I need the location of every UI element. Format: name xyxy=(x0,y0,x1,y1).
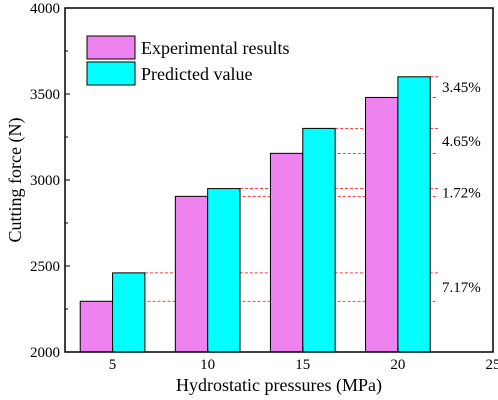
y-tick-label: 3000 xyxy=(30,173,60,189)
x-tick-label: 10 xyxy=(200,357,215,373)
bar-experimental-20 xyxy=(365,96,399,353)
x-axis: 5 10 15 20 25 xyxy=(109,347,498,373)
y-axis: 2000 2500 3000 3500 4000 xyxy=(30,1,70,361)
y-tick-label: 2000 xyxy=(30,345,60,361)
x-tick-label: 15 xyxy=(295,357,310,373)
bar-predicted-5 xyxy=(112,272,146,353)
bar-predicted-20 xyxy=(397,76,431,353)
legend-swatch-predicted xyxy=(86,61,136,86)
y-tick-label: 3500 xyxy=(30,87,60,103)
x-tick-label: 5 xyxy=(109,357,117,373)
bar-experimental-10 xyxy=(174,195,209,353)
legend-label-experimental: Experimental results xyxy=(141,38,289,58)
y-axis-title: Cutting force (N) xyxy=(5,118,26,243)
bar-experimental-5 xyxy=(79,300,114,353)
bar-experimental-15 xyxy=(269,152,304,353)
x-axis-title: Hydrostatic pressures (MPa) xyxy=(176,375,382,396)
annotation-15: 4.65% xyxy=(442,134,481,150)
y-tick-label: 4000 xyxy=(30,1,60,17)
x-tick-label: 25 xyxy=(486,357,498,373)
difference-annotations: 7.17% 1.72% 4.65% 3.45% xyxy=(442,80,481,296)
bar-predicted-15 xyxy=(302,127,336,353)
annotation-20: 3.45% xyxy=(442,80,481,96)
legend: Experimental results Predicted value xyxy=(86,35,289,86)
annotation-5: 7.17% xyxy=(442,280,481,296)
x-tick-label: 20 xyxy=(390,357,405,373)
legend-swatch-experimental xyxy=(86,35,136,60)
bar-predicted-10 xyxy=(207,188,241,353)
bars xyxy=(79,76,431,353)
legend-label-predicted: Predicted value xyxy=(141,64,252,84)
y-tick-label: 2500 xyxy=(30,259,60,275)
annotation-10: 1.72% xyxy=(442,185,481,201)
